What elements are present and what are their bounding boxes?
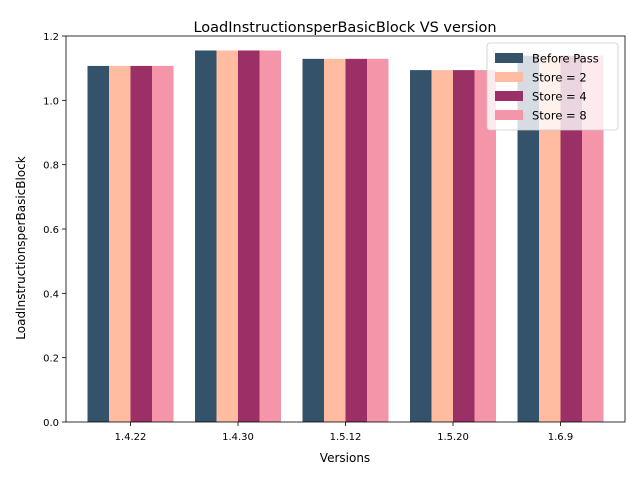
y-tick-label: 0.2 <box>43 354 59 365</box>
legend-label: Store = 8 <box>532 109 587 123</box>
bar-store-2-1-6-9 <box>539 55 561 423</box>
bar-before-pass-1-5-20 <box>410 70 432 422</box>
x-tick-label: 1.6.9 <box>548 432 573 443</box>
legend-label: Before Pass <box>532 52 599 66</box>
bar-before-pass-1-4-30 <box>195 50 217 422</box>
bar-store-4-1-4-22 <box>130 65 152 423</box>
legend-swatch <box>495 91 523 101</box>
legend-label: Store = 4 <box>532 90 587 104</box>
x-axis-label: Versions <box>320 451 370 465</box>
bar-store-8-1-6-9 <box>582 55 604 423</box>
legend-swatch <box>495 53 523 63</box>
bar-store-2-1-5-12 <box>324 58 346 423</box>
bar-before-pass-1-5-12 <box>302 58 324 423</box>
axes-layer: 0.0 0.2 0.4 0.6 0.8 1.0 1.2 1.4.22 1.4.30 1.5.12 1… <box>43 32 626 443</box>
bar-store-2-1-4-22 <box>109 65 131 423</box>
x-tick-label: 1.5.12 <box>330 432 362 443</box>
bar-store-2-1-4-30 <box>216 50 238 422</box>
bars-layer <box>87 50 604 423</box>
legend: Before Pass Store = 2 Store = 4 Store = 8 <box>486 42 619 131</box>
legend-swatch <box>495 72 523 82</box>
y-tick-label: 0.0 <box>43 418 59 429</box>
y-tick-label: 0.8 <box>43 161 59 172</box>
x-tick-label: 1.4.30 <box>222 432 254 443</box>
bar-store-4-1-4-30 <box>238 50 260 422</box>
legend-label: Store = 2 <box>532 71 587 85</box>
bar-before-pass-1-4-22 <box>87 65 109 423</box>
bar-store-4-1-5-12 <box>345 58 367 423</box>
y-tick-label: 1.2 <box>43 32 59 43</box>
bar-store-8-1-4-22 <box>152 65 174 423</box>
bar-before-pass-1-6-9 <box>517 55 539 423</box>
legend-box <box>486 42 619 131</box>
bar-store-8-1-5-20 <box>474 70 496 422</box>
x-tick-label: 1.5.20 <box>437 432 469 443</box>
legend-swatch <box>495 110 523 120</box>
y-tick-label: 1.0 <box>43 96 59 107</box>
bar-store-4-1-6-9 <box>560 55 582 423</box>
bar-store-8-1-5-12 <box>367 58 389 423</box>
y-tick-label: 0.6 <box>43 225 59 236</box>
bar-store-8-1-4-30 <box>259 50 281 422</box>
y-tick-label: 0.4 <box>43 289 59 300</box>
bar-store-2-1-5-20 <box>431 70 453 422</box>
chart-title: LoadInstructionsperBasicBlock VS version <box>193 20 496 36</box>
x-tick-label: 1.4.22 <box>115 432 147 443</box>
bar-store-4-1-5-20 <box>453 70 475 422</box>
y-axis-label: LoadInstructionsperBasicBlock <box>14 156 28 339</box>
